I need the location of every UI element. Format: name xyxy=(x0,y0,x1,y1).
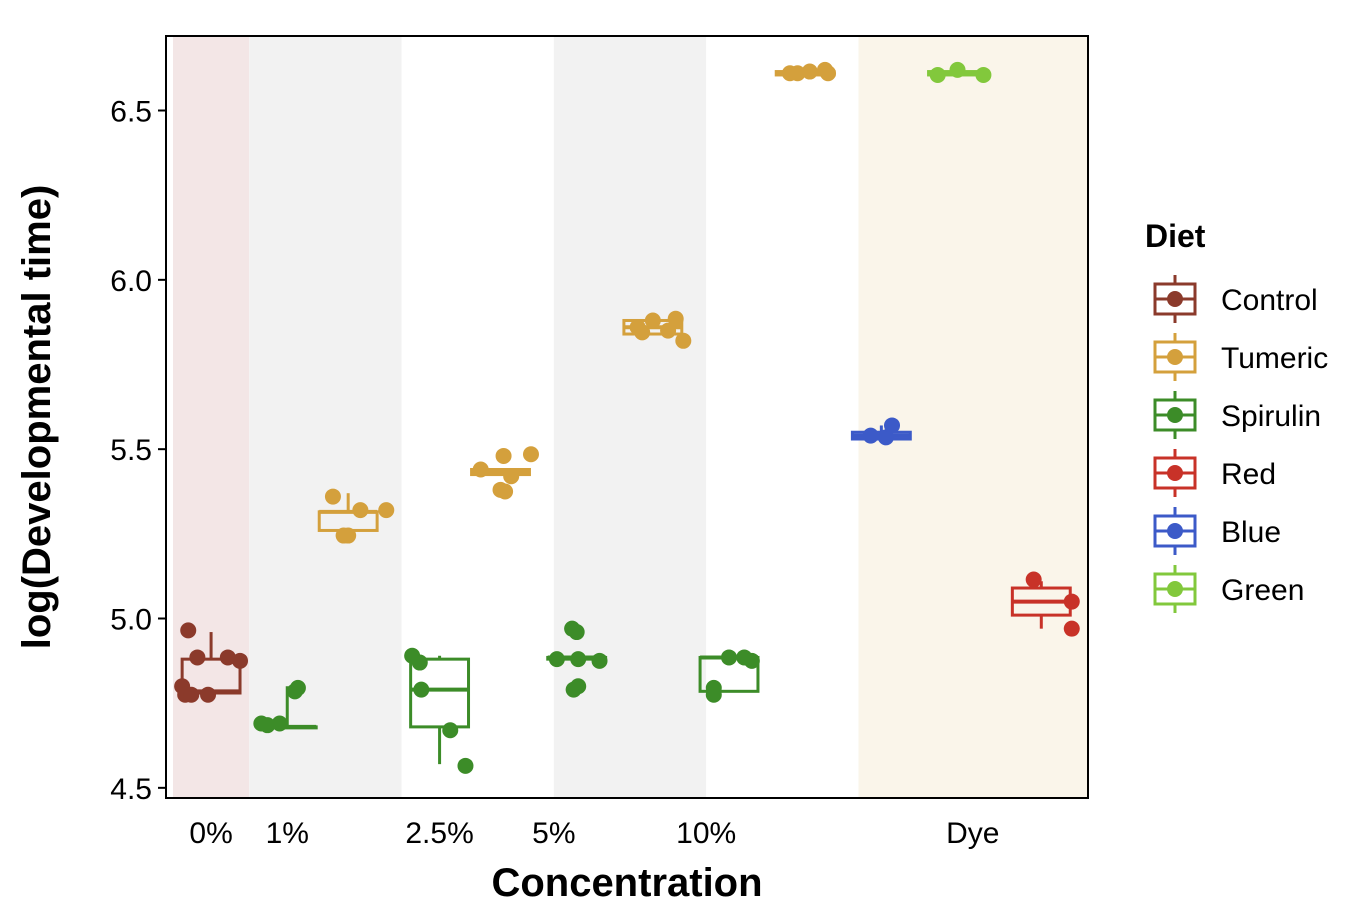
data-point-red xyxy=(1063,593,1080,610)
data-point-tumeric xyxy=(801,63,818,80)
data-point-tumeric xyxy=(522,446,539,463)
x-tick-label: 5% xyxy=(532,817,575,850)
background-band-3 xyxy=(401,36,554,798)
data-point-spirulin xyxy=(411,654,428,671)
x-tick-label: 1% xyxy=(266,817,309,850)
y-tick-label: 6.0 xyxy=(110,265,152,298)
data-point-spirulin xyxy=(457,757,474,774)
data-point-spirulin xyxy=(570,651,587,668)
background-bands xyxy=(173,36,1087,798)
data-point-control xyxy=(189,649,206,666)
data-point-tumeric xyxy=(634,324,651,341)
legend-item-tumeric: Tumeric xyxy=(1153,333,1328,381)
data-point-tumeric xyxy=(472,461,489,478)
x-axis: 0% 1% 2.5% 5% 10% Dye xyxy=(189,817,999,850)
data-point-tumeric xyxy=(352,502,369,519)
data-point-spirulin xyxy=(289,679,306,696)
legend-key-point xyxy=(1167,581,1183,597)
data-point-tumeric xyxy=(324,488,341,505)
legend: Diet Control Tumeric Spirulin Red Blue Green xyxy=(1145,218,1328,613)
x-tick-label: 2.5% xyxy=(405,817,473,850)
data-point-spirulin xyxy=(570,678,587,695)
data-point-control xyxy=(219,649,236,666)
background-band-6 xyxy=(858,36,1087,798)
background-band-5 xyxy=(706,36,859,798)
y-axis-title: log(Developmental time) xyxy=(15,185,59,650)
data-point-spirulin xyxy=(259,717,276,734)
x-tick-label: 10% xyxy=(676,817,736,850)
legend-label: Tumeric xyxy=(1221,342,1328,375)
data-point-red xyxy=(1063,620,1080,637)
point-layer xyxy=(174,61,1080,774)
legend-item-blue: Blue xyxy=(1153,507,1281,555)
y-tick-label: 5.5 xyxy=(110,434,152,467)
data-point-tumeric xyxy=(789,65,806,82)
data-point-spirulin xyxy=(591,652,608,669)
data-point-green xyxy=(949,61,966,78)
data-point-control xyxy=(183,686,200,703)
legend-title: Diet xyxy=(1145,218,1206,254)
legend-label: Red xyxy=(1221,458,1276,491)
data-point-tumeric xyxy=(667,310,684,327)
y-axis: 4.5 5.0 5.5 6.0 6.5 xyxy=(110,96,166,806)
data-point-tumeric xyxy=(495,447,512,464)
x-tick-label: Dye xyxy=(946,817,999,850)
y-tick-label: 5.0 xyxy=(110,604,152,637)
data-point-blue xyxy=(862,427,879,444)
data-point-spirulin xyxy=(705,686,722,703)
data-point-red xyxy=(1025,571,1042,588)
data-point-tumeric xyxy=(660,322,677,339)
legend-key-point xyxy=(1167,349,1183,365)
box-body xyxy=(409,657,471,729)
background-band-4 xyxy=(553,36,707,798)
data-point-green xyxy=(975,66,992,83)
legend-label: Spirulin xyxy=(1221,400,1321,433)
data-point-tumeric xyxy=(340,527,357,544)
data-point-spirulin xyxy=(413,681,430,698)
data-point-spirulin xyxy=(721,649,738,666)
y-tick-label: 4.5 xyxy=(110,773,152,806)
y-tick-label: 6.5 xyxy=(110,96,152,129)
data-point-control xyxy=(180,622,197,639)
x-tick-label: 0% xyxy=(189,817,232,850)
x-axis-title: Concentration xyxy=(491,861,762,905)
data-point-control xyxy=(232,652,249,669)
data-point-spirulin xyxy=(548,651,565,668)
legend-label: Control xyxy=(1221,284,1318,317)
legend-label: Blue xyxy=(1221,516,1281,549)
legend-item-control: Control xyxy=(1153,275,1318,323)
data-point-blue xyxy=(877,429,894,446)
data-point-tumeric xyxy=(497,483,514,500)
legend-item-red: Red xyxy=(1153,449,1276,497)
plot-area xyxy=(165,35,1089,799)
data-point-tumeric xyxy=(503,468,520,485)
legend-item-green: Green xyxy=(1153,565,1304,613)
legend-item-spirulin: Spirulin xyxy=(1153,391,1321,439)
legend-key-point xyxy=(1167,523,1183,539)
data-point-control xyxy=(200,686,217,703)
data-point-tumeric xyxy=(644,312,661,329)
background-band-2 xyxy=(249,36,402,798)
data-point-green xyxy=(929,66,946,83)
data-point-tumeric xyxy=(675,332,692,349)
legend-label: Green xyxy=(1221,574,1304,607)
data-point-spirulin xyxy=(442,722,459,739)
data-point-tumeric xyxy=(820,65,837,82)
legend-key-point xyxy=(1167,407,1183,423)
background-band-1 xyxy=(173,36,250,798)
plot-frame xyxy=(165,35,1089,799)
data-point-tumeric xyxy=(378,502,395,519)
legend-key-point xyxy=(1167,465,1183,481)
data-point-blue xyxy=(884,417,901,434)
data-point-spirulin xyxy=(271,715,288,732)
data-point-spirulin xyxy=(568,624,585,641)
data-point-spirulin xyxy=(743,652,760,669)
legend-key-point xyxy=(1167,291,1183,307)
